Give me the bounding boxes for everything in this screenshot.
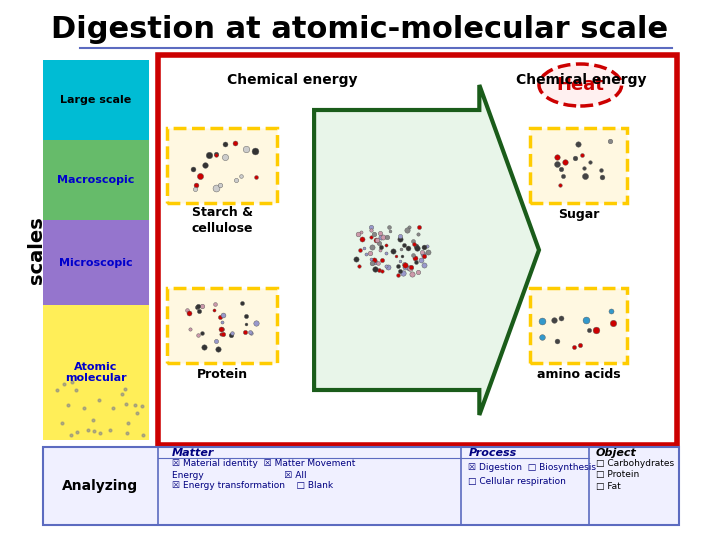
Text: Starch &
cellulose: Starch & cellulose [192,206,253,234]
Text: Large scale: Large scale [60,95,132,105]
Text: Protein: Protein [197,368,248,381]
Text: □ Protein: □ Protein [596,470,639,480]
Text: ☒ Digestion  □ Biosynthesis: ☒ Digestion □ Biosynthesis [468,462,596,471]
Text: Analyzing: Analyzing [62,479,138,493]
Ellipse shape [539,64,621,106]
Text: Chemical energy: Chemical energy [227,73,357,87]
Text: Macroscopic: Macroscopic [58,175,135,185]
Text: Process: Process [468,448,516,458]
FancyBboxPatch shape [43,305,149,440]
Text: Heat: Heat [557,76,604,94]
FancyBboxPatch shape [167,287,277,362]
FancyBboxPatch shape [530,287,626,362]
Text: Atomic
molecular: Atomic molecular [66,362,127,383]
FancyBboxPatch shape [158,55,677,445]
Text: Sugar: Sugar [558,208,599,221]
Text: ☒ Material identity  ☒ Matter Movement: ☒ Material identity ☒ Matter Movement [172,460,355,469]
Text: Energy                            ☒ All: Energy ☒ All [172,470,307,480]
Text: □ Fat: □ Fat [596,482,621,490]
Text: Digestion at atomic-molecular scale: Digestion at atomic-molecular scale [51,16,669,44]
FancyBboxPatch shape [167,127,277,202]
FancyBboxPatch shape [43,447,678,525]
Text: Object: Object [596,448,636,458]
Polygon shape [314,85,539,415]
Text: Matter: Matter [172,448,215,458]
Text: Microscopic: Microscopic [59,258,133,267]
Text: Chemical energy: Chemical energy [516,73,647,87]
FancyBboxPatch shape [43,60,149,140]
Text: scales: scales [27,216,46,284]
Text: amino acids: amino acids [536,368,620,381]
FancyBboxPatch shape [530,127,626,202]
Text: □ Carbohydrates: □ Carbohydrates [596,460,674,469]
Text: ☒ Energy transformation    □ Blank: ☒ Energy transformation □ Blank [172,482,333,490]
FancyBboxPatch shape [43,220,149,305]
FancyBboxPatch shape [43,140,149,220]
Text: □ Cellular respiration: □ Cellular respiration [468,477,566,487]
